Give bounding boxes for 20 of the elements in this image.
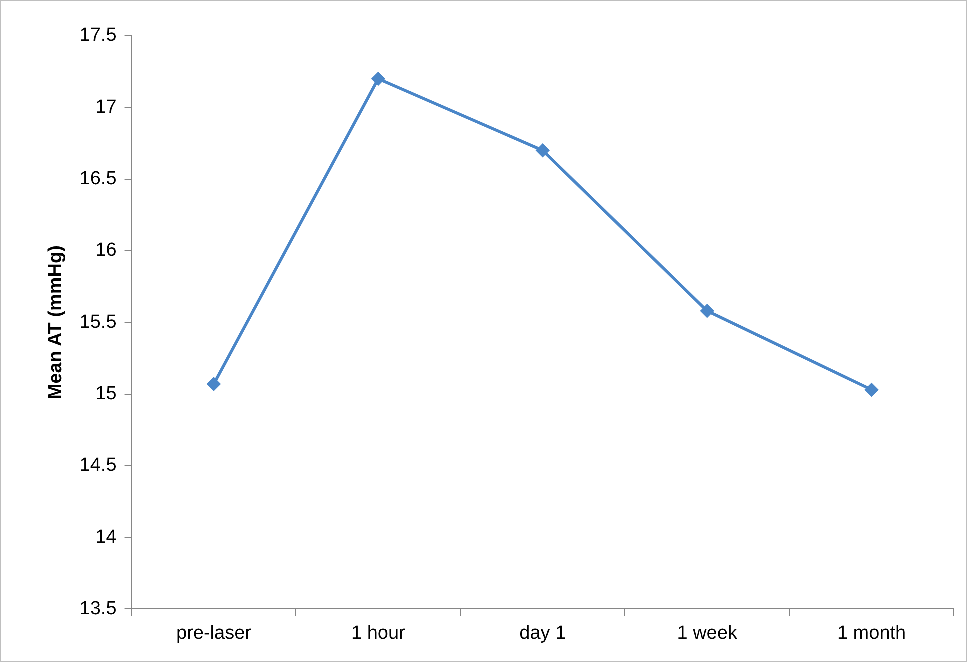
point bbox=[208, 378, 220, 391]
point bbox=[700, 304, 714, 318]
y-tick-label: 16 bbox=[96, 240, 117, 262]
y-tick-label: 13.5 bbox=[80, 598, 117, 620]
y-tick-label: 14.5 bbox=[80, 455, 117, 476]
x-tick-label: pre-laser bbox=[176, 622, 252, 644]
y-tick-label: 15 bbox=[96, 383, 117, 404]
y-tick-label: 17 bbox=[96, 96, 117, 118]
y-tick-label: 16.5 bbox=[80, 168, 117, 190]
x-tick-label: 1 week bbox=[677, 622, 738, 644]
point bbox=[536, 144, 550, 158]
x-tick-label: 1 hour bbox=[352, 622, 406, 644]
y-tick-label: 17.5 bbox=[80, 25, 117, 46]
y-tick-label: 14 bbox=[96, 526, 118, 548]
y-axis-title: Mean AT (mmHg) bbox=[46, 246, 67, 400]
x-tick-label: day 1 bbox=[520, 622, 566, 644]
x-tick-label: 1 month bbox=[837, 622, 906, 644]
point bbox=[372, 72, 385, 86]
point bbox=[865, 383, 878, 396]
y-tick-label: 15.5 bbox=[80, 312, 117, 333]
